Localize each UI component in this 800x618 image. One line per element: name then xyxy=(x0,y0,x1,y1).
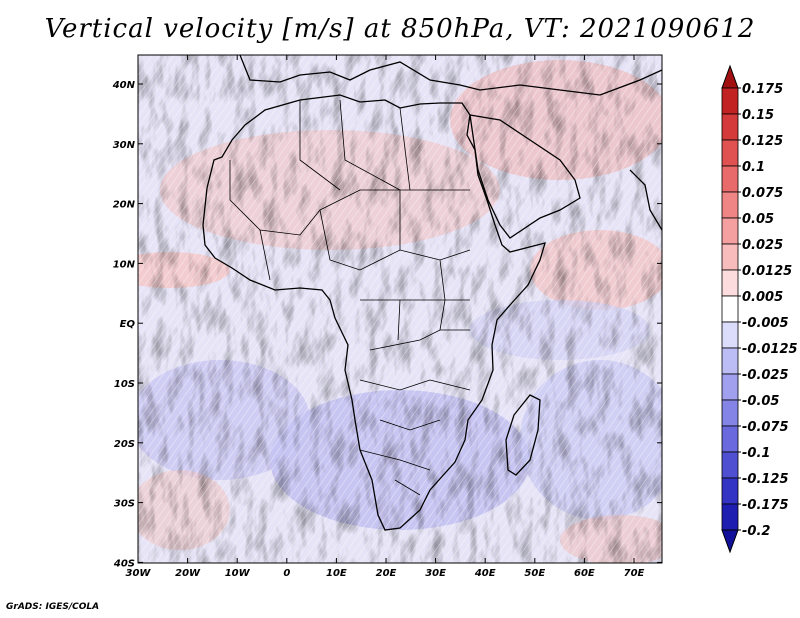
colorbar-top-arrow xyxy=(721,64,739,89)
lon-tick-label: 30W xyxy=(126,568,152,579)
lat-tick-label: 10N xyxy=(113,259,136,270)
lon-tick-label: 60E xyxy=(574,568,595,579)
colorbar-label: 0.175 xyxy=(742,82,783,97)
colorbar-label: -0.175 xyxy=(742,498,789,513)
colorbar-label: -0.075 xyxy=(742,420,789,435)
colorbar-swatch xyxy=(721,191,739,219)
lon-tick-label: 20E xyxy=(376,568,397,579)
lat-tick-label: 30S xyxy=(114,499,135,510)
colorbar-label: -0.005 xyxy=(742,316,789,331)
colorbar-bottom-arrow xyxy=(721,529,739,554)
colorbar-label: -0.2 xyxy=(742,524,770,539)
velocity-field xyxy=(138,55,662,563)
lon-tick-label: 10E xyxy=(326,568,347,579)
colorbar-swatch xyxy=(721,321,739,349)
colorbar-label: 0.125 xyxy=(742,134,783,149)
colorbar-label: -0.0125 xyxy=(742,342,798,357)
colorbar-label: 0.05 xyxy=(742,212,774,227)
colorbar-swatch xyxy=(721,425,739,453)
colorbar-swatch xyxy=(721,295,739,323)
lat-tick-label: 20N xyxy=(113,200,136,211)
lon-tick-label: 70E xyxy=(624,568,645,579)
colorbar-swatch xyxy=(721,477,739,505)
colorbar-swatch xyxy=(721,347,739,375)
colorbar-swatch xyxy=(721,373,739,401)
colorbar-label: -0.05 xyxy=(742,394,779,409)
colorbar-label: 0.005 xyxy=(742,290,783,305)
colorbar-swatch xyxy=(721,503,739,531)
colorbar-swatch xyxy=(721,139,739,167)
colorbar-swatch xyxy=(721,399,739,427)
colorbar-swatch xyxy=(721,217,739,245)
colorbar-swatch xyxy=(721,113,739,141)
colorbar-label: 0.1 xyxy=(742,160,765,175)
colorbar-swatch xyxy=(721,269,739,297)
colorbar-swatch xyxy=(721,451,739,479)
plot-frame xyxy=(137,54,663,564)
lon-tick-label: 50E xyxy=(524,568,545,579)
colorbar-swatch xyxy=(721,87,739,115)
lat-tick-label: EQ xyxy=(120,319,136,330)
country-borders xyxy=(229,99,471,496)
credit-label: GrADS: IGES/COLA xyxy=(6,602,100,612)
coastlines xyxy=(202,55,662,531)
colorbar-label: -0.1 xyxy=(742,446,770,461)
lon-tick-label: 10W xyxy=(225,568,251,579)
latitude-axis: 40N 30N 20N 10N EQ 10S 20S 30S 40S xyxy=(112,80,662,569)
lat-tick-label: 10S xyxy=(114,379,135,390)
lon-tick-label: 20W xyxy=(175,568,201,579)
colorbar-label: 0.15 xyxy=(742,108,774,123)
lon-tick-label: 0 xyxy=(283,568,290,579)
colorbar-swatch xyxy=(721,243,739,271)
longitude-axis: 30W 20W 10W 0 10E 20E 30E 40E 50E 60E 70E xyxy=(126,55,645,579)
colorbar-label: 0.0125 xyxy=(742,264,792,279)
colorbar-label: -0.025 xyxy=(742,368,789,383)
colorbar-label: 0.075 xyxy=(742,186,783,201)
lat-tick-label: 20S xyxy=(114,439,135,450)
lat-tick-label: 30N xyxy=(113,140,136,151)
colorbar-label: -0.125 xyxy=(742,472,789,487)
colorbar-label: 0.025 xyxy=(742,238,783,253)
lon-tick-label: 30E xyxy=(425,568,446,579)
colorbar-swatch xyxy=(721,165,739,193)
lon-tick-label: 40E xyxy=(474,568,496,579)
lat-tick-label: 40N xyxy=(112,80,136,91)
map-title: Vertical velocity [m/s] at 850hPa, VT: 2… xyxy=(44,14,756,44)
lat-tick-label: 40S xyxy=(113,558,135,569)
colorbar: 0.175 0.15 0.125 0.1 0.075 0.05 0.025 0.0125 0.0… xyxy=(721,64,798,554)
